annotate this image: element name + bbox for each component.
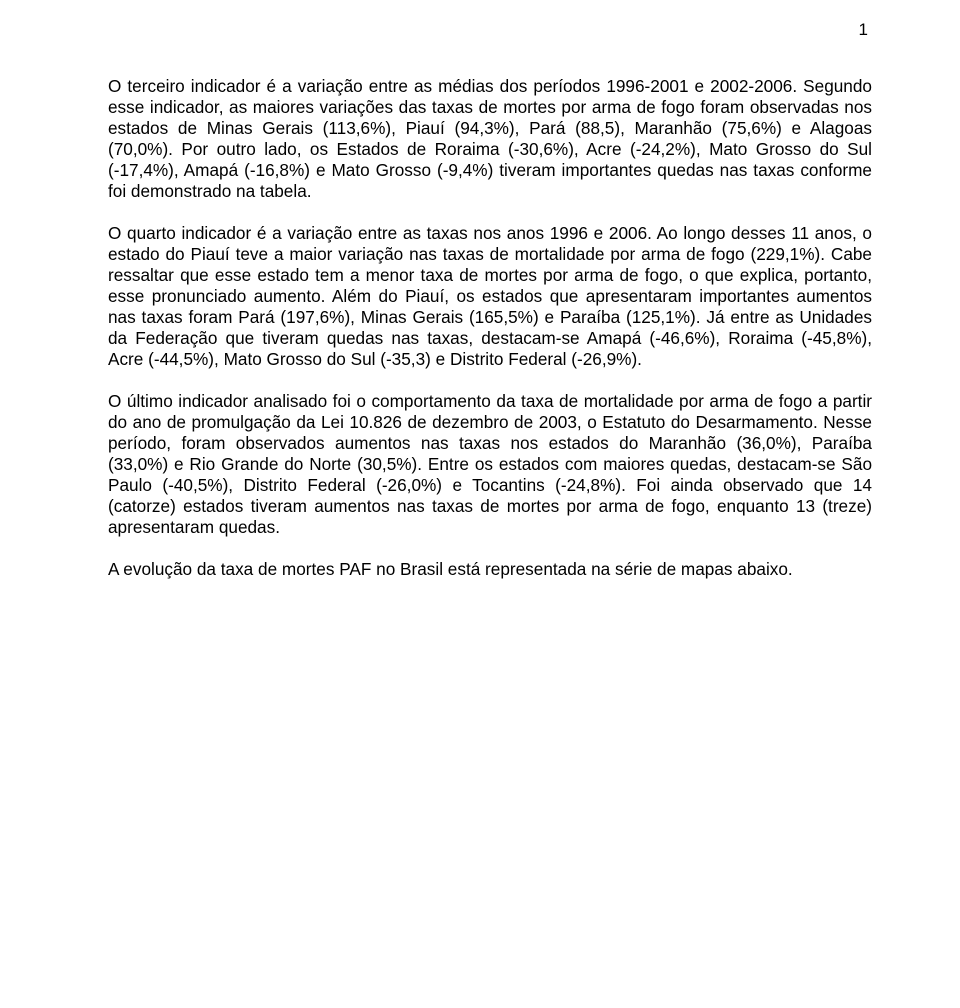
- paragraph-4: A evolução da taxa de mortes PAF no Bras…: [108, 559, 872, 580]
- paragraph-1: O terceiro indicador é a variação entre …: [108, 76, 872, 202]
- page-number: 1: [859, 20, 868, 40]
- paragraph-2: O quarto indicador é a variação entre as…: [108, 223, 872, 370]
- document-body: O terceiro indicador é a variação entre …: [108, 76, 872, 580]
- paragraph-3: O último indicador analisado foi o compo…: [108, 391, 872, 538]
